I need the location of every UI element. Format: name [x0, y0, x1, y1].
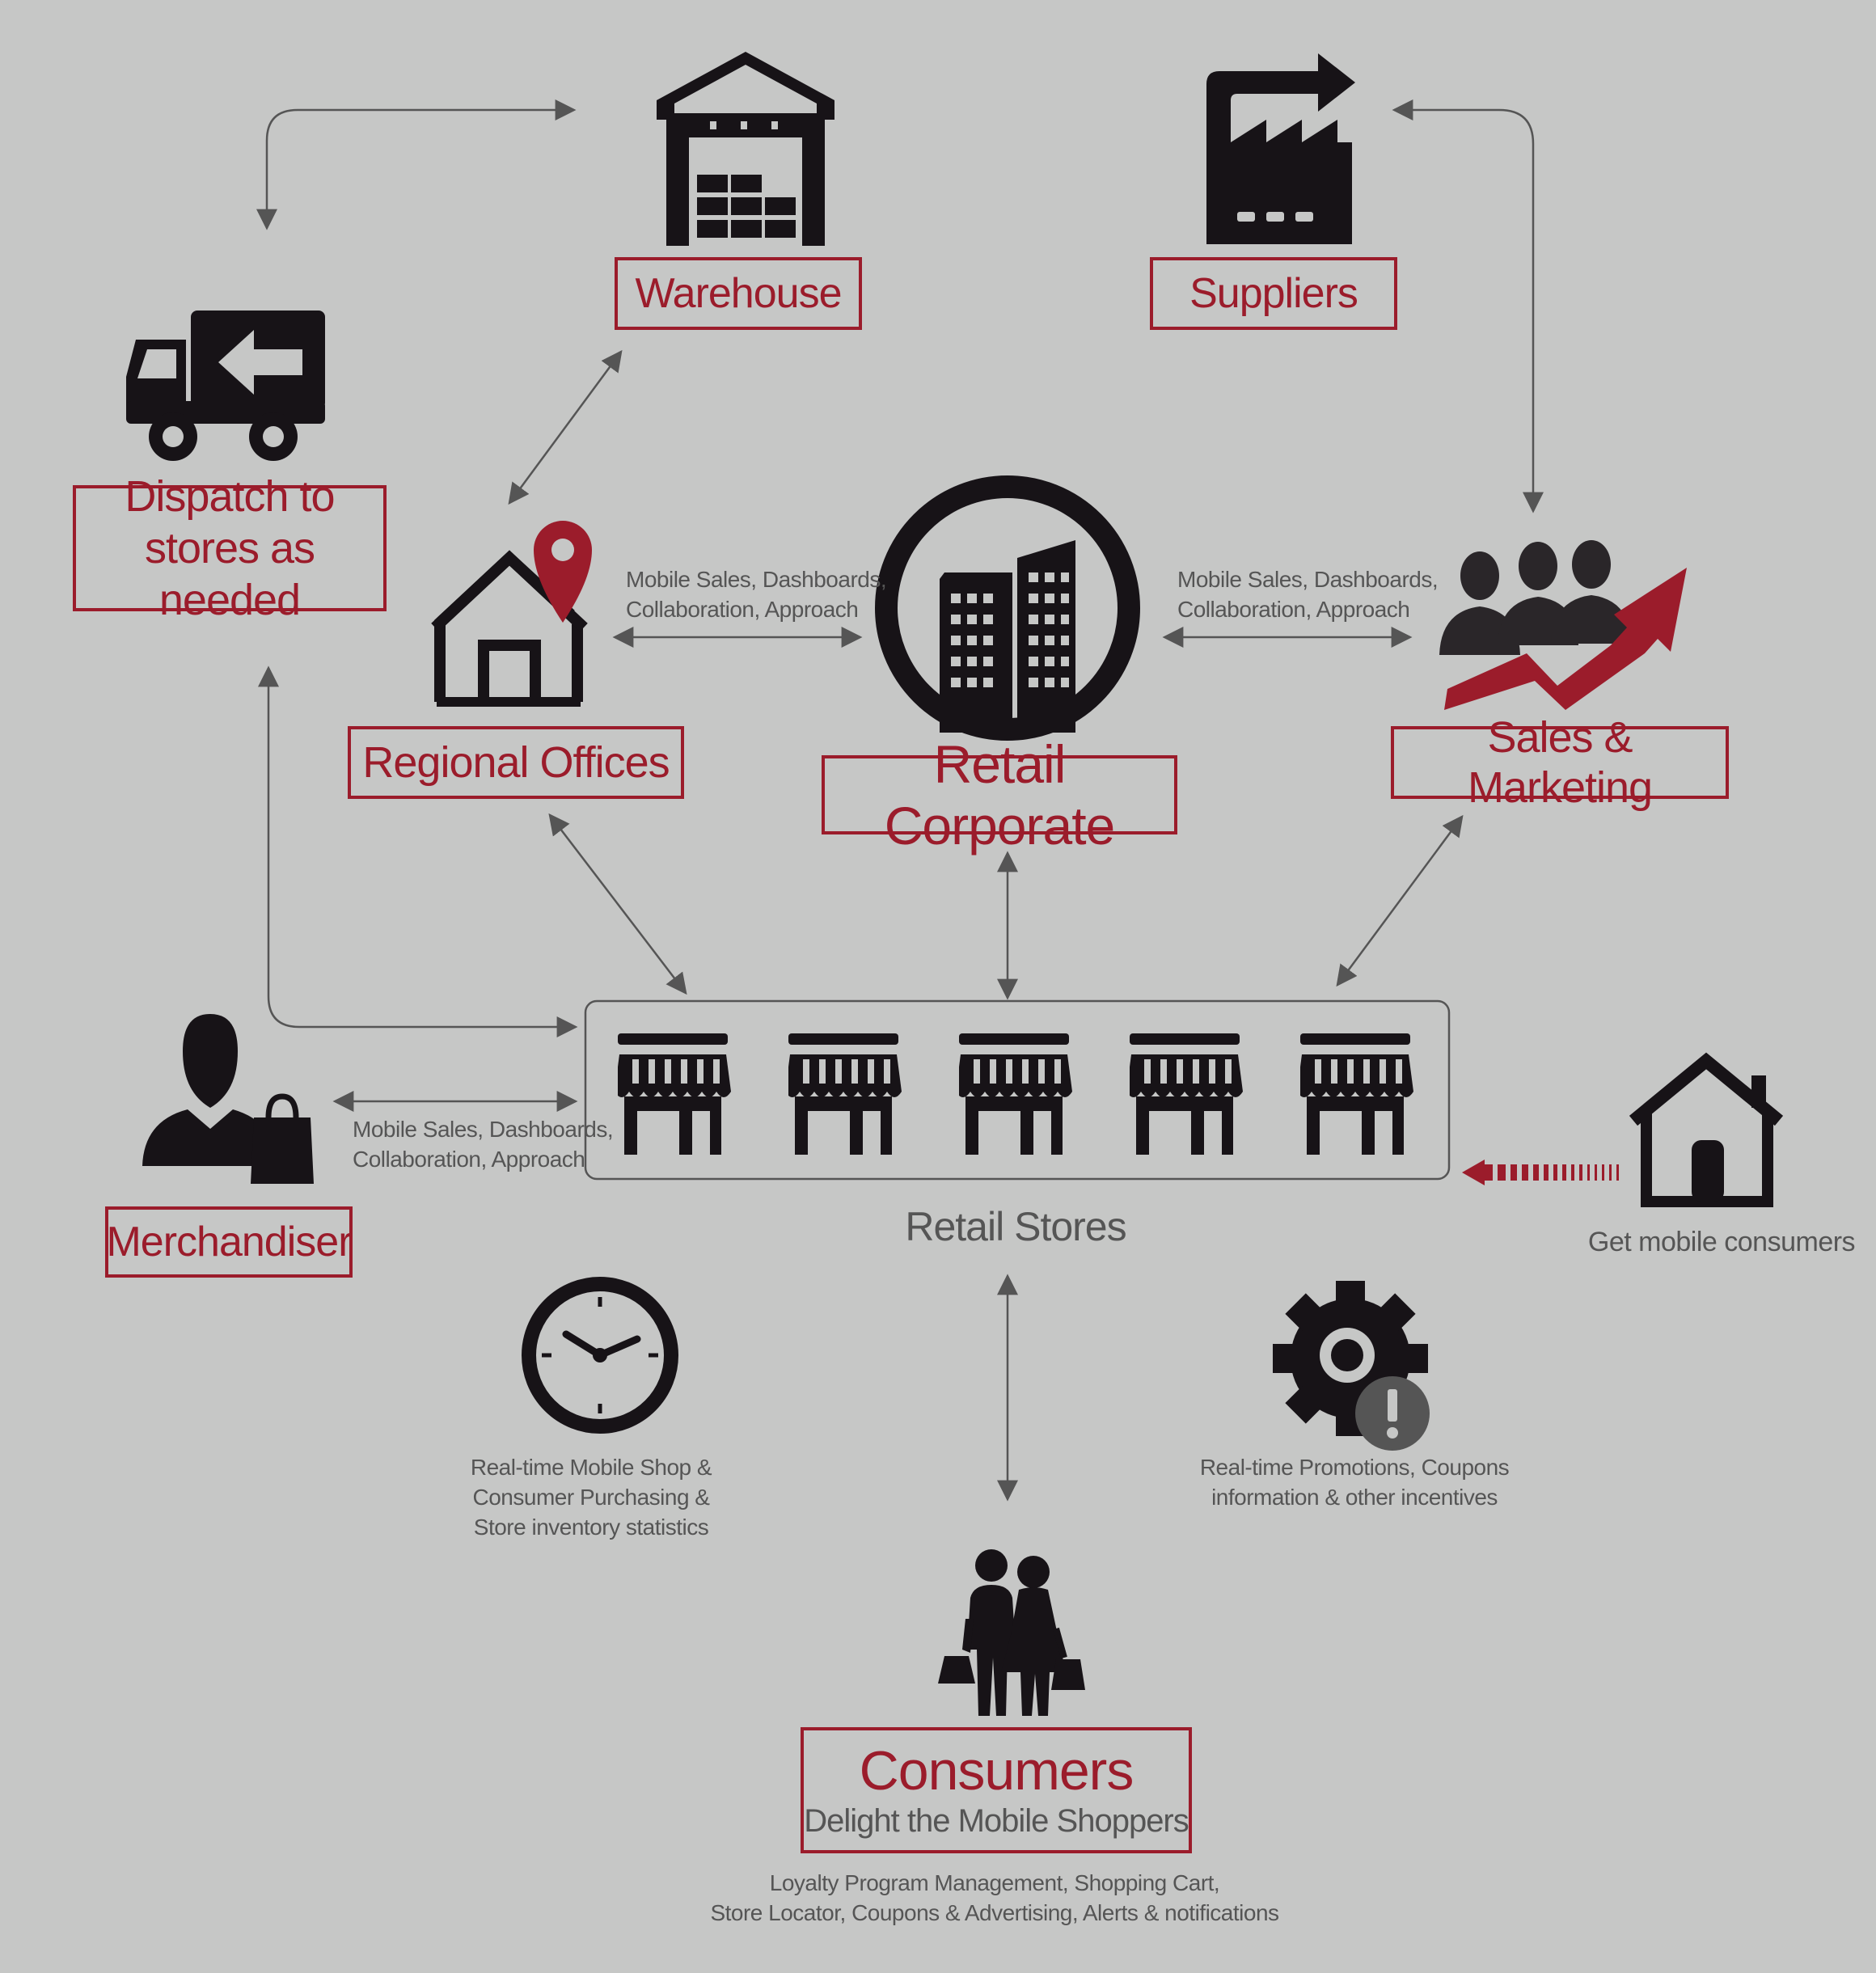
- gear-alert-icon: [1273, 1281, 1430, 1451]
- merchandiser-label: Merchandiser: [105, 1206, 353, 1278]
- arrow-warehouse-regional: [508, 349, 623, 505]
- sales-marketing-label: Sales & Marketing: [1391, 713, 1729, 812]
- realtime-shop-caption: Real-time Mobile Shop & Consumer Purchas…: [453, 1452, 729, 1542]
- caption-line: Real-time Promotions, Coupons: [1199, 1455, 1510, 1480]
- caption-line: Mobile Sales, Dashboards,: [626, 567, 887, 592]
- arrow-suppliers-sales: [1392, 99, 1544, 513]
- get-mobile-consumers-caption: Get mobile consumers: [1587, 1227, 1856, 1257]
- delivery-truck-icon: [126, 311, 325, 461]
- storefront-icon: [1130, 1033, 1243, 1155]
- arrow-mobile-consumers: [1462, 1160, 1619, 1185]
- caption-line: Store Locator, Coupons & Advertising, Al…: [710, 1900, 1279, 1925]
- storefront-icons: [618, 1033, 1413, 1155]
- merchandiser-stores-caption: Mobile Sales, Dashboards, Collaboration,…: [353, 1114, 614, 1174]
- retail-stores-container: [584, 999, 1451, 1181]
- city-buildings-icon: [875, 475, 1140, 741]
- storefront-icon: [618, 1033, 731, 1155]
- caption-line: Collaboration, Approach: [626, 597, 859, 622]
- regional-offices-label: Regional Offices: [348, 726, 684, 799]
- consumers-label: Consumers Delight the Mobile Shoppers: [801, 1727, 1192, 1853]
- merchandiser-icon: [142, 1014, 314, 1184]
- storefront-icon: [959, 1033, 1072, 1155]
- consumers-subtitle: Delight the Mobile Shoppers: [804, 1803, 1189, 1839]
- shopping-couple-icon: [938, 1549, 1085, 1716]
- home-icon: [1629, 1052, 1784, 1207]
- caption-line: information & other incentives: [1211, 1485, 1498, 1510]
- factory-icon: [1206, 53, 1355, 244]
- regional-corporate-caption: Mobile Sales, Dashboards, Collaboration,…: [626, 564, 887, 624]
- warehouse-label: Warehouse: [615, 257, 862, 330]
- arrows: [256, 99, 1544, 1502]
- arrow-warehouse-dispatch: [256, 99, 577, 230]
- sales-team-growth-icon: [1439, 540, 1687, 710]
- suppliers-label: Suppliers: [1150, 257, 1397, 330]
- dispatch-label-line: stores as needed: [144, 524, 315, 624]
- caption-line: Mobile Sales, Dashboards,: [1177, 567, 1439, 592]
- retail-corporate-label: Retail Corporate: [822, 734, 1177, 856]
- caption-line: Collaboration, Approach: [353, 1147, 585, 1172]
- dispatch-label-line: Dispatch to: [125, 472, 335, 521]
- caption-line: Loyalty Program Management, Shopping Car…: [769, 1870, 1220, 1895]
- corporate-sales-caption: Mobile Sales, Dashboards, Collaboration,…: [1177, 564, 1439, 624]
- clock-icon: [522, 1277, 678, 1434]
- retail-stores-title: Retail Stores: [905, 1204, 1126, 1249]
- arrow-stores-dispatch: [258, 665, 578, 1037]
- caption-line: Collaboration, Approach: [1177, 597, 1410, 622]
- caption-line: Mobile Sales, Dashboards,: [353, 1117, 614, 1142]
- warehouse-icon: [657, 52, 834, 246]
- house-location-pin-icon: [431, 521, 592, 707]
- consumer-features-caption: Loyalty Program Management, Shopping Car…: [695, 1868, 1294, 1928]
- storefront-icon: [788, 1033, 902, 1155]
- caption-line: Consumer Purchasing &: [472, 1485, 710, 1510]
- storefront-icon: [1300, 1033, 1413, 1155]
- realtime-promotions-caption: Real-time Promotions, Coupons informatio…: [1197, 1452, 1512, 1512]
- dispatch-label: Dispatch to stores as needed: [73, 472, 387, 624]
- arrow-regional-stores: [548, 813, 687, 995]
- arrow-sales-stores: [1336, 814, 1464, 987]
- caption-line: Real-time Mobile Shop &: [470, 1455, 712, 1480]
- caption-line: Store inventory statistics: [473, 1515, 709, 1540]
- consumers-title: Consumers: [859, 1740, 1134, 1802]
